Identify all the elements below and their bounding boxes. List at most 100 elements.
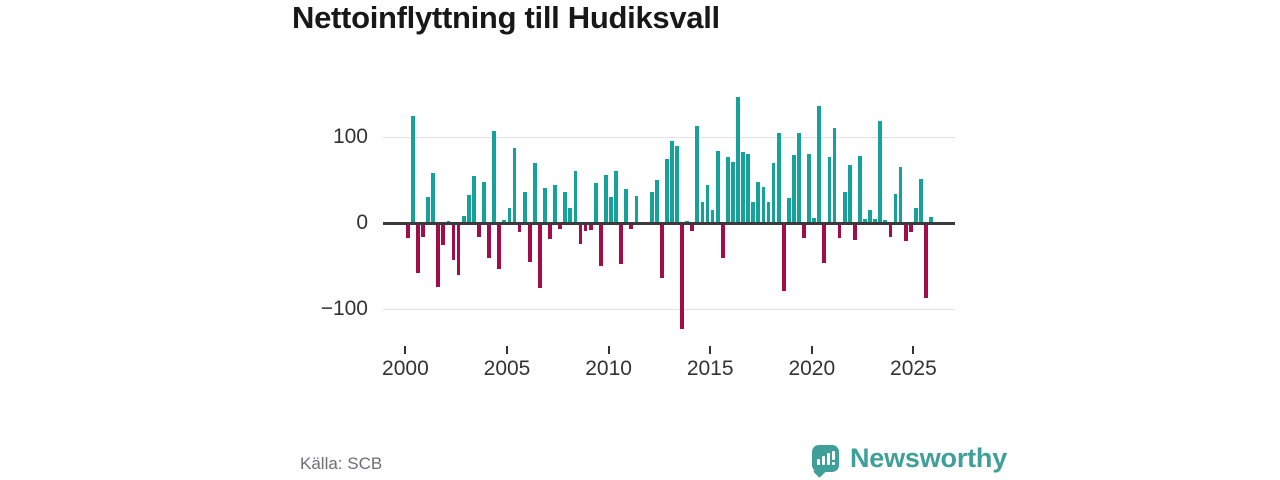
bar-2015Q4 [725,156,730,223]
bar-2005Q2 [512,148,517,223]
bar-2016Q4 [746,154,751,223]
bar-2023Q2 [878,120,883,223]
bar-2016Q3 [741,152,745,223]
bar-2002Q3 [456,223,461,275]
bar-2002Q2 [451,223,456,260]
newsworthy-wordmark: Newsworthy [850,442,1008,473]
bar-2024Q1 [893,193,898,223]
bar-2011Q2 [634,196,639,223]
bar-2003Q4 [482,181,486,223]
gridline--100 [383,309,955,310]
logo-glyph-bar-2 [822,455,825,465]
bar-2022Q3 [863,218,867,223]
bar-2006Q4 [543,187,547,223]
bar-2010Q4 [624,188,629,223]
bar-2021Q1 [832,128,837,223]
bar-2001Q4 [441,223,446,246]
bar-2005Q4 [522,192,527,223]
bar-2000Q2 [410,116,415,223]
bar-2021Q2 [837,223,842,239]
bar-2001Q2 [431,173,436,223]
bar-2001Q1 [426,197,431,223]
chart-title: Nettoinflyttning till Hudiksvall [292,0,720,35]
bar-2008Q2 [573,170,578,223]
bar-2007Q3 [558,223,563,230]
bar-2024Q2 [898,167,903,223]
newsworthy-branding: Newsworthy [812,440,1008,478]
bar-2003Q1 [466,195,471,223]
bar-2014Q4 [705,185,710,223]
bar-2013Q3 [680,223,685,329]
bar-2019Q1 [791,155,796,223]
bar-2020Q3 [822,223,827,263]
bar-2017Q3 [761,186,766,223]
y-axis-label-100: 100 [332,125,368,148]
bar-2008Q1 [568,208,573,223]
bar-2016Q1 [731,161,735,223]
bar-2014Q2 [695,125,700,223]
bar-2012Q1 [649,192,654,223]
bar-2008Q3 [578,223,583,244]
logo-glyph-bar-1 [817,458,820,465]
bar-2009Q3 [598,223,603,266]
y-axis-label--100: −100 [320,297,368,320]
bar-2000Q3 [416,223,420,273]
bar-2019Q3 [802,223,806,238]
bar-2010Q3 [619,223,624,265]
bar-2017Q4 [766,201,771,223]
bar-2025Q1 [913,207,918,223]
bar-2015Q3 [720,223,725,259]
zero-axis-line [383,222,955,225]
bar-2018Q3 [781,223,786,291]
x-tick-mark-2000 [404,346,407,354]
bar-2003Q3 [477,223,481,237]
bar-2022Q1 [852,223,857,241]
bar-chart-plot-area: 100 0 −100 2000 2005 2010 2015 2020 2025 [320,97,955,380]
bar-2009Q1 [588,223,593,230]
bar-2004Q2 [492,130,497,223]
logo-glyph-bar-3 [827,452,830,465]
bar-2006Q2 [532,162,537,223]
bar-2012Q3 [659,223,664,279]
bar-2006Q1 [527,223,532,262]
gridline-100 [383,137,955,138]
x-axis-label-2010: 2010 [585,357,632,380]
bar-2008Q4 [583,223,588,231]
bar-2004Q4 [502,220,507,223]
bar-2018Q1 [771,162,776,223]
bar-2004Q3 [497,223,502,270]
bar-2017Q2 [756,181,761,223]
bar-2024Q4 [908,223,913,232]
bar-2014Q3 [700,201,705,223]
bar-2012Q4 [664,159,669,223]
bar-2023Q4 [888,223,893,237]
x-axis-label-2005: 2005 [483,357,531,380]
x-axis-label-2015: 2015 [686,357,734,380]
bar-2015Q2 [715,150,720,223]
bar-2014Q1 [690,223,695,231]
bar-2012Q2 [654,180,659,223]
bar-2010Q2 [614,171,618,223]
bar-2025Q3 [924,223,928,298]
bar-2005Q3 [517,223,522,232]
bar-2020Q2 [817,106,822,223]
x-tick-mark-2025 [912,346,915,354]
bar-2013Q2 [675,145,679,223]
x-tick-mark-2010 [607,346,610,354]
bar-2024Q3 [903,223,908,242]
bar-2019Q4 [807,154,812,223]
bar-2007Q1 [548,223,552,240]
x-axis-label-2020: 2020 [788,357,836,380]
bar-2025Q4 [929,216,933,223]
bar-2017Q1 [751,201,756,223]
bar-2002Q4 [461,216,466,223]
newsworthy-logo-icon [812,444,839,478]
x-tick-mark-2005 [506,346,508,354]
x-axis-label-2000: 2000 [382,357,429,380]
logo-bar-chart-glyph [817,450,835,465]
bar-2021Q3 [842,192,847,223]
bar-2011Q1 [629,223,634,230]
bar-2007Q4 [563,192,568,223]
bar-2025Q2 [918,179,923,223]
